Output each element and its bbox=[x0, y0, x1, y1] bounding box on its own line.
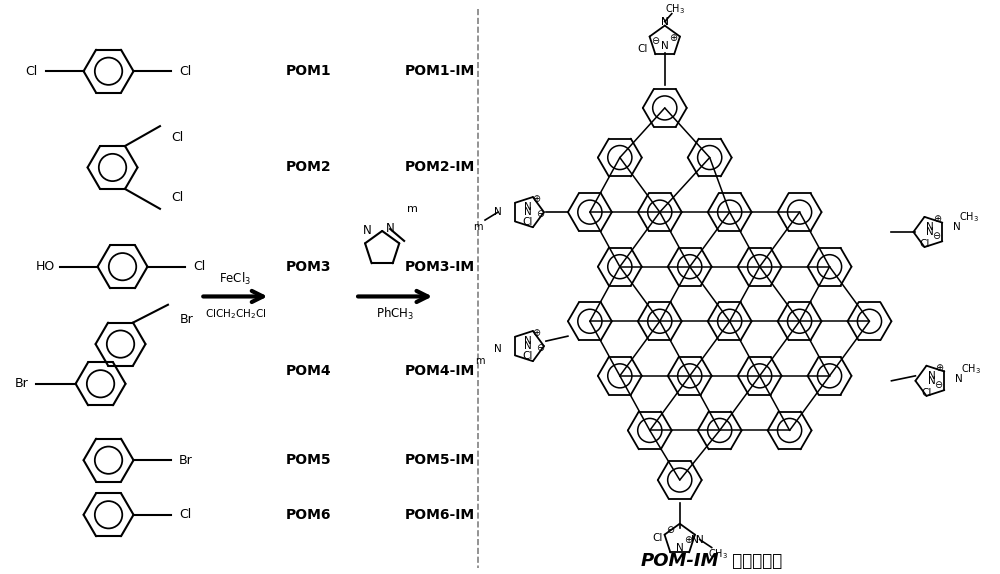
Text: N: N bbox=[676, 542, 684, 553]
Text: ⊕: ⊕ bbox=[669, 33, 677, 44]
Text: POM5: POM5 bbox=[285, 453, 331, 467]
Text: ⊕: ⊕ bbox=[532, 194, 540, 204]
Text: ⊕: ⊕ bbox=[933, 214, 941, 224]
Text: ⊖: ⊖ bbox=[934, 380, 942, 390]
Text: ⊕: ⊕ bbox=[532, 328, 540, 338]
Text: ⊖: ⊖ bbox=[536, 209, 544, 219]
Text: ⊖: ⊖ bbox=[932, 231, 940, 241]
Text: N: N bbox=[661, 41, 669, 52]
Text: ⊖: ⊖ bbox=[651, 37, 659, 46]
Text: N: N bbox=[524, 202, 532, 212]
Text: POM1: POM1 bbox=[285, 64, 331, 78]
Text: N: N bbox=[955, 374, 963, 384]
Text: N: N bbox=[524, 207, 532, 217]
Text: HO: HO bbox=[36, 260, 55, 273]
Text: Cl: Cl bbox=[179, 65, 192, 77]
Text: 的典型结构: 的典型结构 bbox=[727, 552, 782, 571]
Text: N: N bbox=[926, 227, 933, 237]
Text: POM1-IM: POM1-IM bbox=[405, 64, 475, 78]
Text: POM3-IM: POM3-IM bbox=[405, 259, 475, 274]
Text: Br: Br bbox=[179, 453, 192, 467]
Text: ClCH$_2$CH$_2$Cl: ClCH$_2$CH$_2$Cl bbox=[205, 308, 266, 321]
Text: ⊕: ⊕ bbox=[935, 363, 943, 373]
Text: N: N bbox=[953, 222, 961, 232]
Text: N: N bbox=[928, 371, 935, 381]
Text: POM4: POM4 bbox=[285, 364, 331, 378]
Text: N: N bbox=[661, 17, 669, 26]
Text: Br: Br bbox=[15, 377, 29, 390]
Text: Cl: Cl bbox=[921, 387, 932, 398]
Text: Cl: Cl bbox=[919, 239, 930, 249]
Text: m: m bbox=[473, 222, 483, 232]
Text: N: N bbox=[524, 341, 532, 351]
Text: N: N bbox=[696, 534, 704, 545]
Text: FeCl$_3$: FeCl$_3$ bbox=[219, 270, 251, 286]
Text: POM2: POM2 bbox=[285, 161, 331, 174]
Text: N: N bbox=[928, 376, 935, 386]
Text: CH$_3$: CH$_3$ bbox=[961, 362, 981, 376]
Text: N: N bbox=[661, 17, 669, 26]
Text: N: N bbox=[386, 223, 395, 235]
Text: Br: Br bbox=[180, 313, 194, 326]
Text: ⊕: ⊕ bbox=[684, 534, 692, 545]
Text: CH$_3$: CH$_3$ bbox=[708, 548, 728, 561]
Text: Cl: Cl bbox=[638, 44, 648, 55]
Text: POM-IM: POM-IM bbox=[640, 552, 719, 571]
Text: Cl: Cl bbox=[523, 351, 533, 361]
Text: POM6-IM: POM6-IM bbox=[405, 508, 475, 522]
Text: N: N bbox=[494, 344, 502, 354]
Text: m: m bbox=[475, 356, 485, 366]
Text: Cl: Cl bbox=[26, 65, 38, 77]
Text: CH$_3$: CH$_3$ bbox=[665, 2, 685, 15]
Text: N: N bbox=[926, 222, 933, 232]
Text: POM6: POM6 bbox=[286, 508, 331, 522]
Text: CH$_3$: CH$_3$ bbox=[959, 210, 979, 224]
Text: N: N bbox=[691, 534, 699, 545]
Text: POM2-IM: POM2-IM bbox=[405, 161, 475, 174]
Text: ⊖: ⊖ bbox=[536, 343, 544, 353]
Text: Cl: Cl bbox=[653, 533, 663, 542]
Text: POM5-IM: POM5-IM bbox=[405, 453, 475, 467]
Text: m: m bbox=[407, 204, 418, 214]
Text: Cl: Cl bbox=[193, 260, 206, 273]
Text: Cl: Cl bbox=[171, 191, 183, 204]
Text: N: N bbox=[494, 207, 502, 217]
Text: N: N bbox=[363, 224, 372, 238]
Text: Cl: Cl bbox=[171, 131, 183, 144]
Text: ⊖: ⊖ bbox=[666, 525, 674, 534]
Text: Cl: Cl bbox=[179, 508, 192, 521]
Text: POM4-IM: POM4-IM bbox=[405, 364, 475, 378]
Text: N: N bbox=[524, 336, 532, 346]
Text: POM3: POM3 bbox=[286, 259, 331, 274]
Text: PhCH$_3$: PhCH$_3$ bbox=[376, 307, 414, 323]
Text: Cl: Cl bbox=[523, 217, 533, 227]
